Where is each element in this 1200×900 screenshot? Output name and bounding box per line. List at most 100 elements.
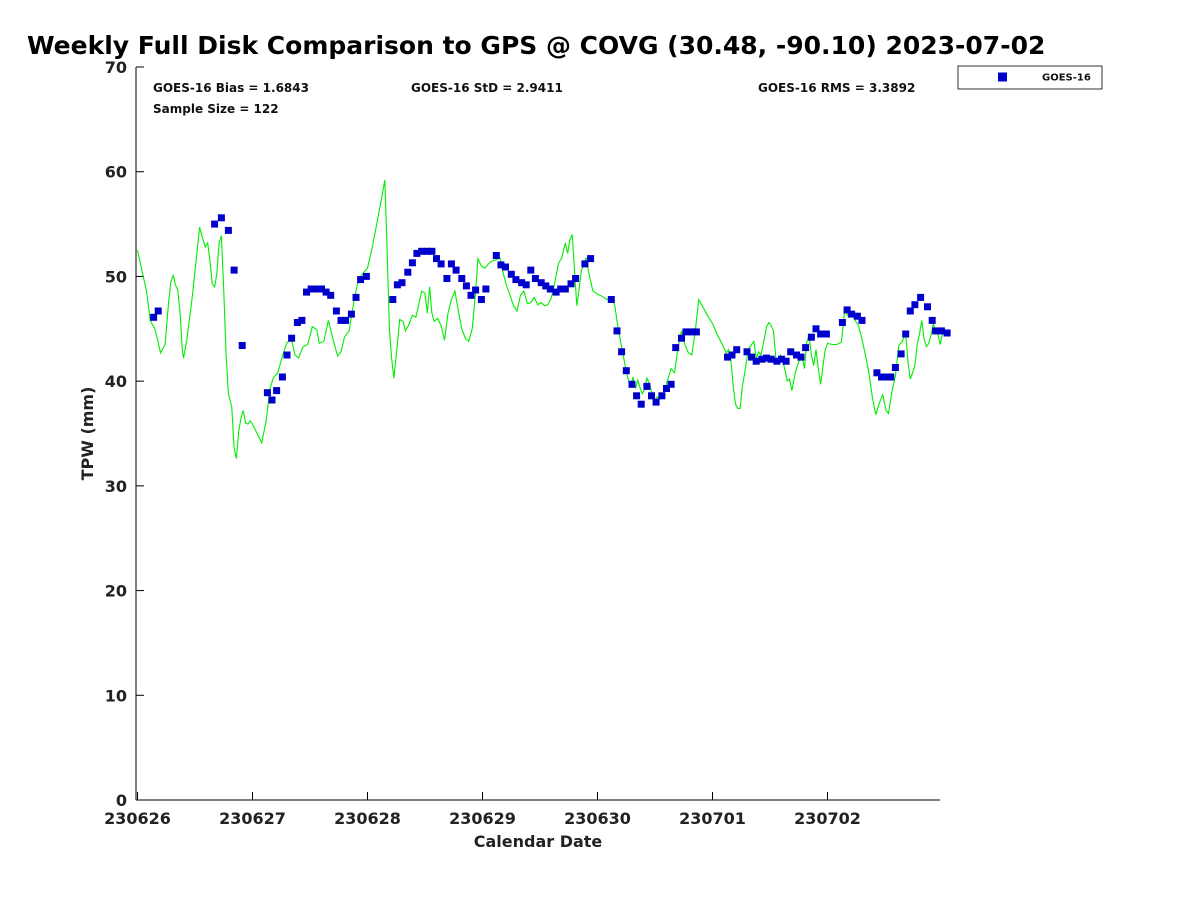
data-point	[342, 316, 350, 324]
data-point	[858, 316, 866, 324]
data-point	[838, 319, 846, 326]
gps-series	[136, 180, 944, 459]
data-point	[307, 285, 315, 293]
y-tick-label: 0	[116, 791, 127, 810]
x-tick-label: 230629	[449, 809, 516, 828]
data-point	[303, 288, 310, 296]
data-point	[587, 255, 595, 263]
x-tick-label: 230628	[334, 809, 401, 828]
data-point	[572, 275, 580, 282]
data-point	[667, 380, 675, 388]
data-point	[472, 286, 480, 294]
data-point	[663, 385, 670, 392]
data-point	[273, 387, 281, 395]
data-point	[688, 328, 696, 336]
data-point	[512, 276, 520, 284]
stat-bias: GOES-16 Bias = 1.6843	[153, 81, 309, 95]
data-point	[467, 291, 475, 299]
data-point	[637, 400, 645, 408]
data-point	[817, 330, 825, 338]
data-point	[482, 285, 490, 293]
data-point	[802, 344, 810, 352]
data-point	[518, 279, 526, 287]
data-point	[581, 260, 589, 268]
data-point	[507, 270, 515, 278]
data-point	[154, 307, 162, 315]
data-point	[443, 275, 451, 282]
data-point	[728, 351, 736, 359]
data-point	[313, 285, 321, 293]
x-axis-label: Calendar Date	[474, 832, 603, 851]
data-point	[452, 266, 460, 274]
data-point	[648, 392, 655, 400]
data-point	[787, 348, 795, 356]
data-point	[928, 316, 936, 324]
data-point	[433, 255, 440, 263]
y-tick-label: 40	[105, 372, 127, 391]
data-point	[906, 307, 914, 315]
y-tick-label: 60	[105, 163, 127, 182]
data-point	[357, 276, 365, 284]
x-tick-label: 230627	[219, 809, 286, 828]
data-point	[428, 247, 436, 255]
data-point	[932, 327, 940, 335]
data-point	[527, 266, 535, 274]
data-point	[447, 260, 455, 268]
data-point	[822, 330, 830, 338]
data-point	[567, 280, 575, 288]
legend-marker-goes16	[998, 72, 1007, 82]
data-point	[843, 306, 851, 314]
data-point	[337, 316, 345, 324]
data-point	[211, 220, 219, 228]
data-point	[268, 396, 276, 404]
x-tick-label: 230702	[794, 809, 861, 828]
data-point	[322, 288, 330, 296]
data-point	[943, 329, 951, 337]
legend-box	[957, 65, 1103, 90]
data-point	[937, 327, 945, 335]
data-point	[628, 380, 636, 388]
x-axis-ticks: 230626 230627 230628 230629 230630 230701 2307…	[104, 792, 861, 828]
data-point	[678, 334, 685, 342]
data-point	[492, 252, 500, 259]
y-axis-label: TPW (mm)	[78, 387, 97, 481]
data-point	[797, 353, 805, 361]
data-point	[613, 327, 621, 335]
data-point	[393, 281, 401, 289]
data-point	[743, 348, 751, 356]
data-point	[502, 263, 509, 271]
legend: GOES-16	[957, 65, 1103, 90]
data-point	[652, 398, 660, 406]
data-point	[924, 303, 931, 311]
data-point	[733, 346, 741, 354]
data-point	[278, 373, 286, 381]
data-point	[812, 325, 820, 333]
data-point	[537, 279, 545, 287]
data-point	[658, 392, 666, 400]
data-point	[622, 367, 630, 375]
data-point	[288, 334, 296, 342]
y-tick-label: 20	[105, 582, 127, 601]
y-tick-label: 10	[105, 686, 127, 705]
data-point	[347, 310, 355, 318]
data-point	[522, 281, 530, 289]
y-tick-label: 30	[105, 477, 127, 496]
data-point	[682, 328, 690, 336]
stat-sample-size: Sample Size = 122	[153, 102, 279, 116]
data-point	[748, 353, 756, 361]
data-point	[848, 310, 856, 318]
data-point	[462, 282, 470, 290]
data-point	[917, 293, 925, 301]
stat-rms: GOES-16 RMS = 3.3892	[758, 81, 915, 95]
data-point	[542, 282, 550, 290]
data-point	[224, 226, 232, 234]
data-point	[263, 389, 271, 397]
data-point	[458, 275, 466, 282]
data-point	[618, 348, 626, 356]
data-point	[878, 373, 885, 381]
x-tick-label: 230701	[679, 809, 746, 828]
data-point	[763, 354, 770, 362]
data-point	[873, 369, 881, 377]
x-tick-label: 230626	[104, 809, 171, 828]
